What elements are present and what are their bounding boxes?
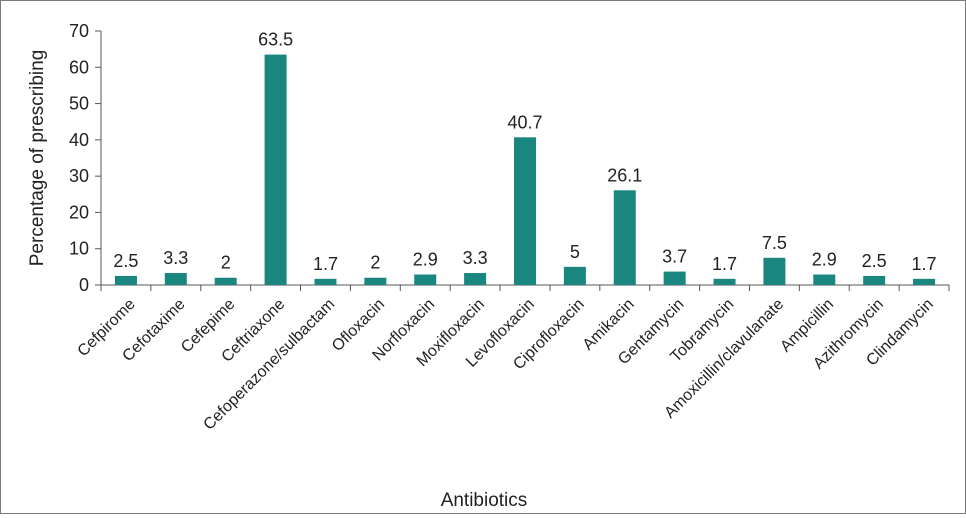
bar [114,275,137,285]
bar [613,190,636,285]
y-tick-label: 10 [69,239,89,259]
y-axis-title: Percentage of prescribing [27,50,48,267]
data-label: 3.7 [662,247,687,267]
data-label: 2 [221,253,231,273]
bar [464,273,487,285]
data-label: 1.7 [912,254,937,274]
y-tick-label: 20 [69,202,89,222]
y-tick-label: 70 [69,21,89,41]
data-label: 1.7 [313,254,338,274]
bar [713,278,736,285]
data-label: 2 [370,253,380,273]
data-label: 40.7 [507,112,542,132]
y-tick-label: 0 [79,275,89,295]
bar [214,277,237,285]
data-label: 63.5 [258,30,293,50]
data-label: 1.7 [712,254,737,274]
data-label: 3.3 [463,248,488,268]
bar [763,257,786,285]
x-axis [100,284,950,291]
data-labels: 2.5 3.3 2 63.5 1.7 2 2.9 3.3 40.7 5 26.1 3.7 1.7 7.5 2… [113,30,936,274]
x-axis-title: Antibiotics [441,490,528,511]
bar [563,266,586,285]
y-tick-label: 40 [69,130,89,150]
y-axis: 0 10 20 30 40 50 60 70 [69,21,102,295]
bar [514,137,536,285]
bar [863,275,886,285]
y-tick-label: 60 [69,57,89,77]
data-label: 3.3 [163,248,188,268]
data-label: 2.9 [413,249,438,269]
bar [414,274,437,285]
data-label: 7.5 [762,233,787,253]
bar [314,278,337,285]
bar [663,271,686,285]
data-label: 5 [570,242,580,262]
bars [114,54,936,286]
bar [913,278,936,285]
data-label: 2.9 [812,249,837,269]
bar [364,277,387,285]
bar [264,54,287,286]
bar [164,273,187,285]
bar [813,274,836,285]
category-labels: CefpiromeCefotaximeCefepimeCeftriaxoneCe… [75,296,937,434]
data-label: 2.5 [862,251,887,271]
data-label: 2.5 [113,251,138,271]
y-tick-label: 30 [69,166,89,186]
y-tick-label: 50 [69,94,89,114]
data-label: 26.1 [607,165,642,185]
